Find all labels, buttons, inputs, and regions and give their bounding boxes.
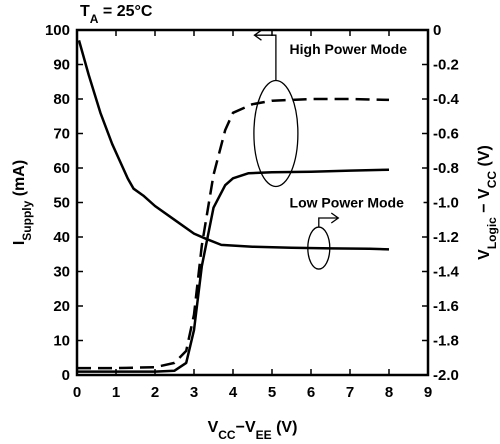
x-tick-label: 3	[190, 384, 198, 401]
x-axis-label: VCC−VEE (V)	[208, 419, 298, 442]
x-tick-label: 4	[229, 384, 238, 401]
x-tick-label: 5	[268, 384, 276, 401]
high-power-ellipse	[253, 79, 299, 188]
y-left-label-main: I	[11, 241, 28, 245]
y-right-tick-label: -1.8	[433, 333, 459, 350]
annotations: High Power Mode Low Power Mode	[253, 29, 428, 270]
x-label-sub1: CC	[218, 428, 236, 442]
y-left-tick-label: 40	[53, 229, 70, 246]
y-left-label-sub: Supply	[20, 200, 34, 240]
y-left-tick-label: 70	[53, 126, 70, 143]
y-right-label-mid: − V	[476, 188, 493, 217]
y-left-tick-label: 10	[53, 333, 70, 350]
series-line-2	[77, 168, 390, 373]
y-right-tick-label: -1.2	[433, 229, 459, 246]
x-tick-label: 8	[385, 384, 393, 401]
y-right-tick-label: -0.6	[433, 126, 459, 143]
y-right-label-main: V	[476, 249, 493, 260]
y-right-label-sub2: CC	[485, 171, 499, 189]
high-power-arrow-line	[254, 34, 277, 81]
y-right-label-unit: (V)	[476, 145, 493, 171]
y-right-axis-label: VLogic − VCC (V)	[476, 145, 499, 260]
x-tick-labels: 0 1 2 3 4 5 6 7 8 9	[73, 384, 432, 401]
series-line-0	[77, 40, 390, 251]
y-right-tick-label: -1.6	[433, 298, 459, 315]
x-label-mid: −V	[236, 419, 256, 436]
condition-sub: A	[90, 12, 99, 26]
x-label-main: V	[208, 419, 219, 436]
high-power-label-bg	[285, 39, 428, 60]
low-power-label-bg	[285, 192, 424, 213]
y-left-axis-label: ISupply (mA)	[11, 160, 34, 245]
plot-frame	[75, 28, 430, 377]
condition-suffix: = 25°C	[98, 3, 152, 20]
low-power-arrowhead	[330, 212, 340, 224]
y-left-tick-label: 20	[53, 298, 70, 315]
high-power-arrowhead	[253, 29, 262, 41]
series-group	[77, 40, 390, 373]
y-right-tick-label: -0.8	[433, 160, 459, 177]
low-power-arrow-line	[318, 217, 339, 228]
x-tick-label: 0	[73, 384, 81, 401]
x-label-sub2: EE	[256, 428, 272, 442]
y-left-tick-labels: 0 10 20 30 40 50 60 70 80 90 100	[45, 22, 70, 384]
x-tick-label: 9	[424, 384, 432, 401]
low-power-label: Low Power Mode	[290, 195, 405, 211]
condition-label: TA = 25°C	[80, 3, 153, 26]
y-right-tick-label: -1.0	[433, 195, 459, 212]
condition-prefix: T	[80, 3, 90, 20]
x-tick-label: 1	[112, 384, 120, 401]
y-right-tick-label: -0.2	[433, 57, 459, 74]
y-left-tick-label: 60	[53, 160, 70, 177]
y-left-tick-label: 30	[53, 264, 70, 281]
y-left-label-unit: (mA)	[11, 160, 28, 201]
y-right-tick-label: -1.4	[433, 264, 460, 281]
y-left-tick-label: 80	[53, 91, 70, 108]
x-tick-label: 2	[151, 384, 159, 401]
y-right-tick-labels: -2.0 -1.8 -1.6 -1.4 -1.2 -1.0 -0.8 -0.6 -0.4 -0.2…	[433, 22, 460, 384]
x-label-unit: (V)	[272, 419, 298, 436]
x-tick-label: 7	[346, 384, 354, 401]
y-right-tick-label: -2.0	[433, 367, 459, 384]
series-line-1	[77, 97, 390, 370]
x-tick-label: 6	[307, 384, 315, 401]
y-left-tick-label: 50	[53, 195, 70, 212]
y-left-tick-label: 100	[45, 22, 70, 39]
high-power-label: High Power Mode	[290, 41, 408, 57]
y-right-label-sub1: Logic	[485, 217, 499, 249]
y-right-tick-label: 0	[433, 22, 441, 39]
y-left-tick-label: 90	[53, 57, 70, 74]
y-left-tick-label: 0	[62, 367, 70, 384]
y-right-tick-label: -0.4	[433, 91, 460, 108]
